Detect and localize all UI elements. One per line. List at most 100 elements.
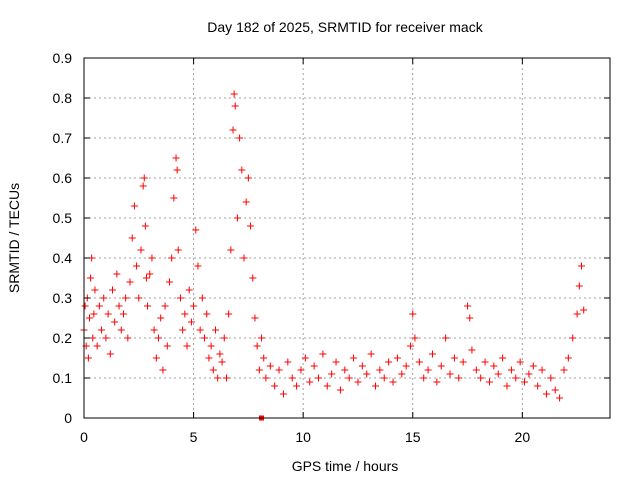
data-point <box>310 362 318 370</box>
data-point <box>442 334 450 342</box>
data-point <box>284 358 292 366</box>
data-point <box>240 254 248 262</box>
data-point <box>231 102 239 110</box>
data-point <box>556 394 564 402</box>
data-point <box>183 342 191 350</box>
data-point <box>159 366 167 374</box>
data-point <box>485 378 493 386</box>
data-point <box>249 274 257 282</box>
data-point <box>113 270 121 278</box>
y-tick-label: 0.3 <box>53 290 73 306</box>
data-point <box>161 302 169 310</box>
data-point <box>407 342 415 350</box>
data-point <box>95 302 103 310</box>
y-tick-label: 0.6 <box>53 170 73 186</box>
data-point <box>238 166 246 174</box>
data-point <box>141 222 149 230</box>
data-point <box>194 262 202 270</box>
data-point <box>236 134 244 142</box>
data-point <box>220 334 228 342</box>
data-point <box>205 354 213 362</box>
plot-frame <box>83 57 611 419</box>
data-point <box>98 326 106 334</box>
data-point <box>214 374 222 382</box>
data-point <box>534 382 542 390</box>
data-point <box>262 374 270 382</box>
data-point <box>173 166 181 174</box>
data-point <box>323 382 331 390</box>
data-point <box>90 310 98 318</box>
data-point <box>93 342 101 350</box>
data-point <box>124 334 132 342</box>
data-point <box>271 382 279 390</box>
x-tick-labels: 0 5 10 15 20 <box>80 429 530 445</box>
data-points <box>80 90 588 402</box>
data-point <box>398 370 406 378</box>
y-tick-label: 0.2 <box>53 330 73 346</box>
data-point <box>144 302 152 310</box>
data-point <box>190 302 198 310</box>
data-point <box>472 366 480 374</box>
data-point <box>225 310 233 318</box>
data-point <box>494 370 502 378</box>
data-point <box>468 346 476 354</box>
data-point <box>538 366 546 374</box>
x-tick-label: 20 <box>515 429 531 445</box>
data-point <box>575 282 583 290</box>
data-point <box>81 302 89 310</box>
data-point <box>385 358 393 366</box>
data-point <box>464 302 472 310</box>
data-point <box>345 374 353 382</box>
data-point <box>152 354 160 362</box>
data-point <box>446 370 454 378</box>
data-point <box>258 334 266 342</box>
data-point <box>176 294 184 302</box>
data-point <box>119 310 127 318</box>
data-point <box>216 350 224 358</box>
data-point <box>332 358 340 366</box>
data-point <box>420 374 428 382</box>
data-point <box>85 314 93 322</box>
data-point <box>230 90 238 98</box>
data-point <box>244 174 252 182</box>
data-point <box>196 326 204 334</box>
data-point <box>409 310 417 318</box>
data-point <box>424 366 432 374</box>
data-point <box>371 382 379 390</box>
data-point <box>490 362 498 370</box>
data-point <box>227 246 235 254</box>
data-point <box>466 314 474 322</box>
data-point <box>198 294 206 302</box>
data-point <box>218 358 226 366</box>
data-point <box>84 354 92 362</box>
data-point <box>542 390 550 398</box>
data-point <box>150 326 158 334</box>
data-point <box>450 354 458 362</box>
data-point <box>354 378 362 386</box>
y-tick-label: 0.7 <box>53 130 73 146</box>
data-point <box>106 350 114 358</box>
y-tick-label: 0.8 <box>53 90 73 106</box>
data-point <box>179 326 187 334</box>
chart-title: Day 182 of 2025, SRMTID for receiver mac… <box>207 19 483 35</box>
data-point <box>411 334 419 342</box>
data-point <box>163 342 171 350</box>
data-point <box>89 334 97 342</box>
data-point <box>128 234 136 242</box>
data-point <box>275 366 283 374</box>
data-point <box>174 246 182 254</box>
data-point <box>455 374 463 382</box>
data-point <box>336 386 344 394</box>
data-point <box>279 390 287 398</box>
data-point <box>521 378 529 386</box>
data-point <box>260 354 268 362</box>
data-point <box>87 274 95 282</box>
data-point <box>402 362 410 370</box>
data-point <box>573 310 581 318</box>
data-point <box>367 350 375 358</box>
data-point <box>516 358 524 366</box>
y-tick-label: 0 <box>64 410 72 426</box>
data-point <box>137 246 145 254</box>
data-point <box>415 358 423 366</box>
data-point <box>212 326 219 334</box>
